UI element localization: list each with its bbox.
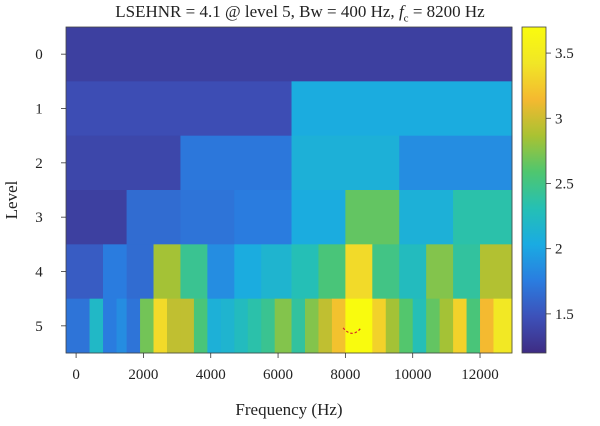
heatmap-cell [274,298,292,354]
colorbar-tick-label: 1.5 [555,307,574,323]
heatmap-cell [453,298,467,354]
y-tick-label: 0 [35,47,43,63]
heatmap-cell [166,298,181,354]
heatmap-cell [345,190,400,245]
heatmap-cell [66,81,292,137]
heatmap-cell [480,298,494,354]
heatmap-cell [318,298,333,354]
heatmap-cell [103,298,117,354]
heatmap-cell [153,298,168,354]
heatmap-cell [180,298,195,354]
colorbar-ticks: 1.5 2 2.5 3 3.5 [546,46,574,323]
heatmap-cell [331,298,346,354]
heatmap-cell [180,244,208,300]
marker-arc [342,327,362,334]
colorbar-tick-label: 2.5 [555,176,574,192]
heatmap-cell [385,298,400,354]
heatmap-cell [126,190,181,245]
heatmap-cell [291,135,400,191]
x-tick-label: 8000 [330,367,360,383]
title-fc-symbol: f [398,2,404,21]
colorbar-tick-label: 2 [555,242,563,258]
heatmap-cell [66,244,104,300]
heatmap-cell [412,298,427,354]
heatmap-cell [103,244,127,300]
heatmap-cell [466,298,481,354]
heatmap-cell [126,298,141,354]
x-tick-label: 6000 [263,367,293,383]
heatmap-cell [66,135,181,191]
heatmap-cell [247,298,262,354]
title-fc-subscript: c [403,12,409,25]
heatmap-cell [193,298,208,354]
heatmap-cell [234,298,249,354]
heatmap-cell [318,244,346,300]
heatmap-cell [153,244,181,300]
heatmap-cell [358,298,373,354]
heatmap-cell [399,190,454,245]
heatmap-cell [66,190,127,245]
heatmap-cell [207,244,235,300]
heatmap-cells [66,27,513,354]
x-axis-label: Frequency (Hz) [235,400,343,419]
heatmap-cell [207,298,222,354]
heatmap-cell [399,135,513,191]
heatmap-cell [291,244,319,300]
title-suffix: = 8200 Hz [408,2,485,21]
heatmap-cell [480,244,513,300]
heatmap-cell [426,244,454,300]
heatmap-cell [126,244,154,300]
heatmap-cell [89,298,104,354]
heatmap-cell [439,298,454,354]
heatmap-cell [453,244,481,300]
colorbar [521,26,547,354]
heatmap-cell [493,298,513,354]
center-frequency-marker [342,327,362,334]
heatmap-cell [180,190,235,245]
heatmap-cell [399,298,414,354]
heatmap-cell [66,27,513,82]
y-axis-ticks: 0 1 2 3 4 5 [35,47,66,335]
heatmap-cell [304,298,319,354]
x-tick-label: 2000 [128,367,158,383]
heatmap-cell [66,298,90,354]
heatmap-cell [372,244,400,300]
plot-frame [65,26,513,354]
heatmap-cell [234,190,292,245]
heatmap-cell [345,298,360,354]
y-tick-label: 1 [35,102,43,118]
x-tick-label: 0 [72,367,80,383]
heatmap-cell [372,298,387,354]
heatmap-cell [426,298,441,354]
y-tick-label: 4 [35,265,43,281]
y-tick-label: 5 [35,319,43,335]
y-axis-label: Level [2,180,21,220]
x-tick-label: 10000 [394,367,432,383]
x-tick-label: 12000 [461,367,499,383]
heatmap-cell [291,81,513,137]
heatmap-cell [220,298,235,354]
title-prefix: LSEHNR = 4.1 @ level 5, Bw = 400 Hz, [115,2,399,21]
heatmap-cell [453,190,513,245]
x-axis-ticks: 0 2000 4000 6000 8000 10000 12000 [72,353,499,383]
heatmap-cell [234,244,262,300]
colorbar-tick-label: 3.5 [555,46,574,62]
y-tick-label: 2 [35,156,43,172]
heatmap-cell [291,190,346,245]
heatmap-cell [180,135,292,191]
colorbar-tick-label: 3 [555,111,563,127]
heatmap-cell [261,298,276,354]
heatmap-cell [261,244,292,300]
heatmap-cell [116,298,127,354]
heatmap-cell [345,244,373,300]
chart-title: LSEHNR = 4.1 @ level 5, Bw = 400 Hz, fc … [0,2,600,24]
heatmap-cell [140,298,154,354]
heatmap-cell [291,298,306,354]
heatmap-cell [399,244,427,300]
x-tick-label: 4000 [196,367,226,383]
y-tick-label: 3 [35,210,43,226]
